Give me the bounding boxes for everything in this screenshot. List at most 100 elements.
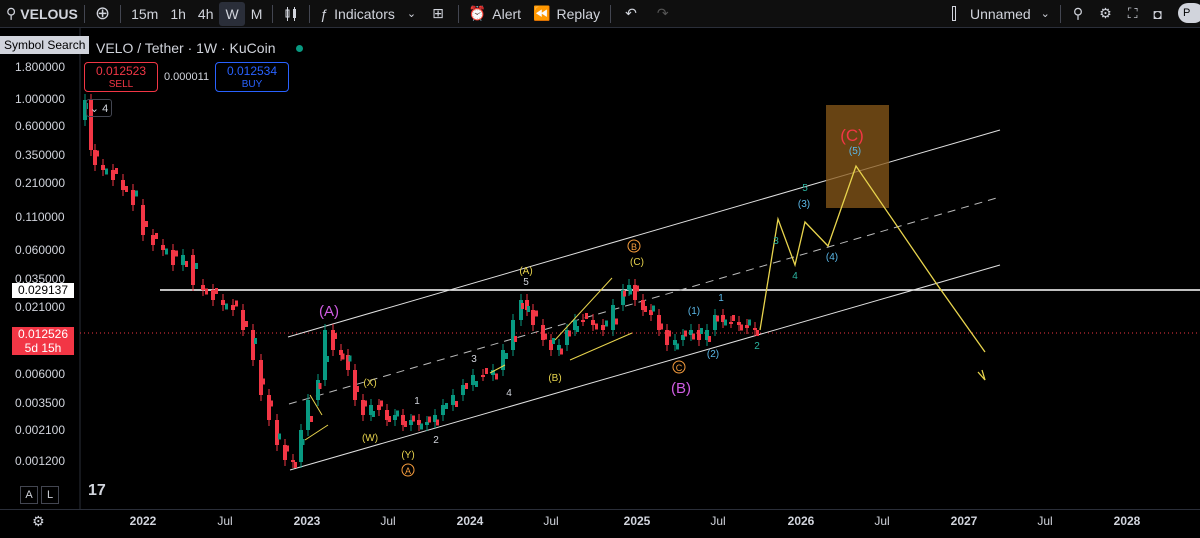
candle-body: [471, 375, 475, 385]
candle-body: [649, 310, 653, 315]
candle-body: [372, 411, 375, 417]
candle-body: [412, 415, 415, 422]
timeframe-w[interactable]: W: [219, 1, 245, 26]
candle-body: [629, 288, 632, 295]
candle-body: [151, 235, 155, 245]
candle-body: [215, 288, 218, 294]
candles-icon: [285, 6, 297, 21]
time-axis-label: Jul: [1037, 514, 1052, 528]
candle-body: [641, 300, 645, 310]
sell-button[interactable]: 0.012523 SELL: [84, 62, 158, 92]
snapshot-button[interactable]: ◘: [1146, 0, 1170, 27]
log-scale-button[interactable]: L: [41, 486, 59, 504]
undo-button[interactable]: ↶: [615, 0, 647, 27]
symbol-search-button[interactable]: ⚲ VELOUS: [0, 0, 80, 27]
price-chart[interactable]: 1.800000 1.000000 0.600000 0.350000 0.210000…: [0, 28, 1200, 537]
candle-body: [270, 400, 273, 407]
wave-label-5b: 5: [802, 183, 808, 194]
timeframe-15m[interactable]: 15m: [131, 5, 159, 22]
candle-body: [425, 422, 429, 425]
candle-body: [652, 305, 655, 312]
candle-body: [535, 310, 538, 317]
publish-button[interactable]: P: [1178, 3, 1200, 23]
candle-body: [417, 420, 421, 425]
candle-body: [552, 338, 555, 344]
candle-body: [740, 324, 743, 331]
search-icon: ⚲: [1072, 5, 1084, 21]
wave-label-sub-B: (B): [548, 373, 561, 384]
last-price: 0.012526: [17, 327, 69, 341]
candle-body: [428, 416, 431, 423]
candle-body: [191, 255, 195, 285]
settings-button[interactable]: ⚙: [1091, 0, 1120, 27]
candle-body: [585, 313, 588, 319]
wave-marker-line: [309, 394, 323, 416]
candle-body: [171, 250, 175, 265]
candle-body: [573, 320, 577, 330]
indicator-templates-button[interactable]: ⌄: [401, 0, 422, 27]
price-axis-label: 0.002100: [15, 423, 65, 437]
search-icon: ⚲: [6, 5, 17, 21]
wave-label-3: 3: [471, 354, 477, 365]
time-axis-label: 2022: [130, 514, 157, 528]
candle-body: [267, 395, 271, 420]
divider: [457, 4, 459, 23]
layout-button[interactable]: Unnamed ⌄: [946, 0, 1056, 27]
candle-body: [595, 323, 598, 330]
candle-body: [262, 378, 265, 385]
candle-body: [676, 343, 679, 350]
quick-search-button[interactable]: ⚲: [1065, 0, 1091, 27]
redo-button[interactable]: ↷: [647, 0, 679, 27]
wave-label-circle-C: C: [676, 363, 683, 373]
candle-body: [623, 290, 626, 297]
wave-label-X: (X): [363, 378, 376, 389]
time-axis-bar[interactable]: [0, 509, 1200, 538]
candle-body: [211, 290, 215, 300]
replay-button[interactable]: ⏪ Replay: [527, 0, 606, 27]
collapse-legend-button[interactable]: ⌄ 4: [86, 99, 112, 117]
alert-label: Alert: [492, 5, 522, 22]
chevron-down-icon: ⌄: [1040, 8, 1050, 20]
last-price-tag: 0.012526 5d 15h: [12, 327, 74, 355]
candle-body: [481, 375, 485, 377]
time-axis-label: Jul: [543, 514, 558, 528]
candle-body: [241, 310, 245, 330]
candle-body: [326, 356, 329, 362]
projection-path: [759, 164, 986, 353]
wave-label-circle-B: B: [631, 242, 637, 252]
buy-button[interactable]: 0.012534 BUY: [215, 62, 289, 92]
compare-symbol-button[interactable]: ⊕: [89, 0, 116, 27]
top-toolbar: ⚲ VELOUS ⊕ 15m 1h 4h W M ƒ Indicators ⌄ …: [0, 0, 1200, 28]
templates-button[interactable]: ⊞: [422, 0, 454, 27]
wave-label-2b: 2: [754, 341, 760, 352]
candle-body: [505, 353, 508, 359]
chart-type-button[interactable]: [277, 0, 305, 27]
alert-button[interactable]: ⏰ Alert: [463, 0, 527, 27]
timeframe-1h[interactable]: 1h: [170, 5, 186, 22]
candle-body: [409, 420, 413, 425]
candle-body: [323, 330, 327, 380]
divider: [120, 4, 122, 23]
wave-marker-line: [554, 277, 613, 341]
indicators-button[interactable]: ƒ Indicators: [314, 0, 401, 27]
chart-legend-title[interactable]: VELO / Tether · 1W · KuCoin: [96, 40, 276, 56]
spread-value: 0.000011: [164, 71, 210, 83]
candle-body: [705, 330, 709, 340]
wave-label-2: 2: [433, 435, 439, 446]
price-axis-label: 1.000000: [15, 92, 65, 106]
layout-name: Unnamed: [969, 5, 1031, 22]
chart-pane[interactable]: 1.800000 1.000000 0.600000 0.350000 0.210000…: [0, 28, 1200, 537]
timeframe-4h[interactable]: 4h: [197, 5, 214, 22]
wave-label-3b: 3: [773, 236, 779, 247]
fullscreen-button[interactable]: ⛶: [1120, 0, 1146, 27]
timeframe-m[interactable]: M: [250, 5, 263, 22]
undo-icon: ↶: [625, 5, 637, 21]
tradingview-logo[interactable]: 17: [88, 482, 106, 499]
gear-icon[interactable]: ⚙: [32, 513, 45, 529]
rewind-icon: ⏪: [533, 5, 551, 21]
candle-body: [581, 320, 585, 322]
wave-label-W: (W): [362, 433, 378, 444]
auto-scale-button[interactable]: A: [20, 486, 38, 504]
candle-body: [388, 416, 391, 422]
candle-body: [121, 180, 125, 190]
